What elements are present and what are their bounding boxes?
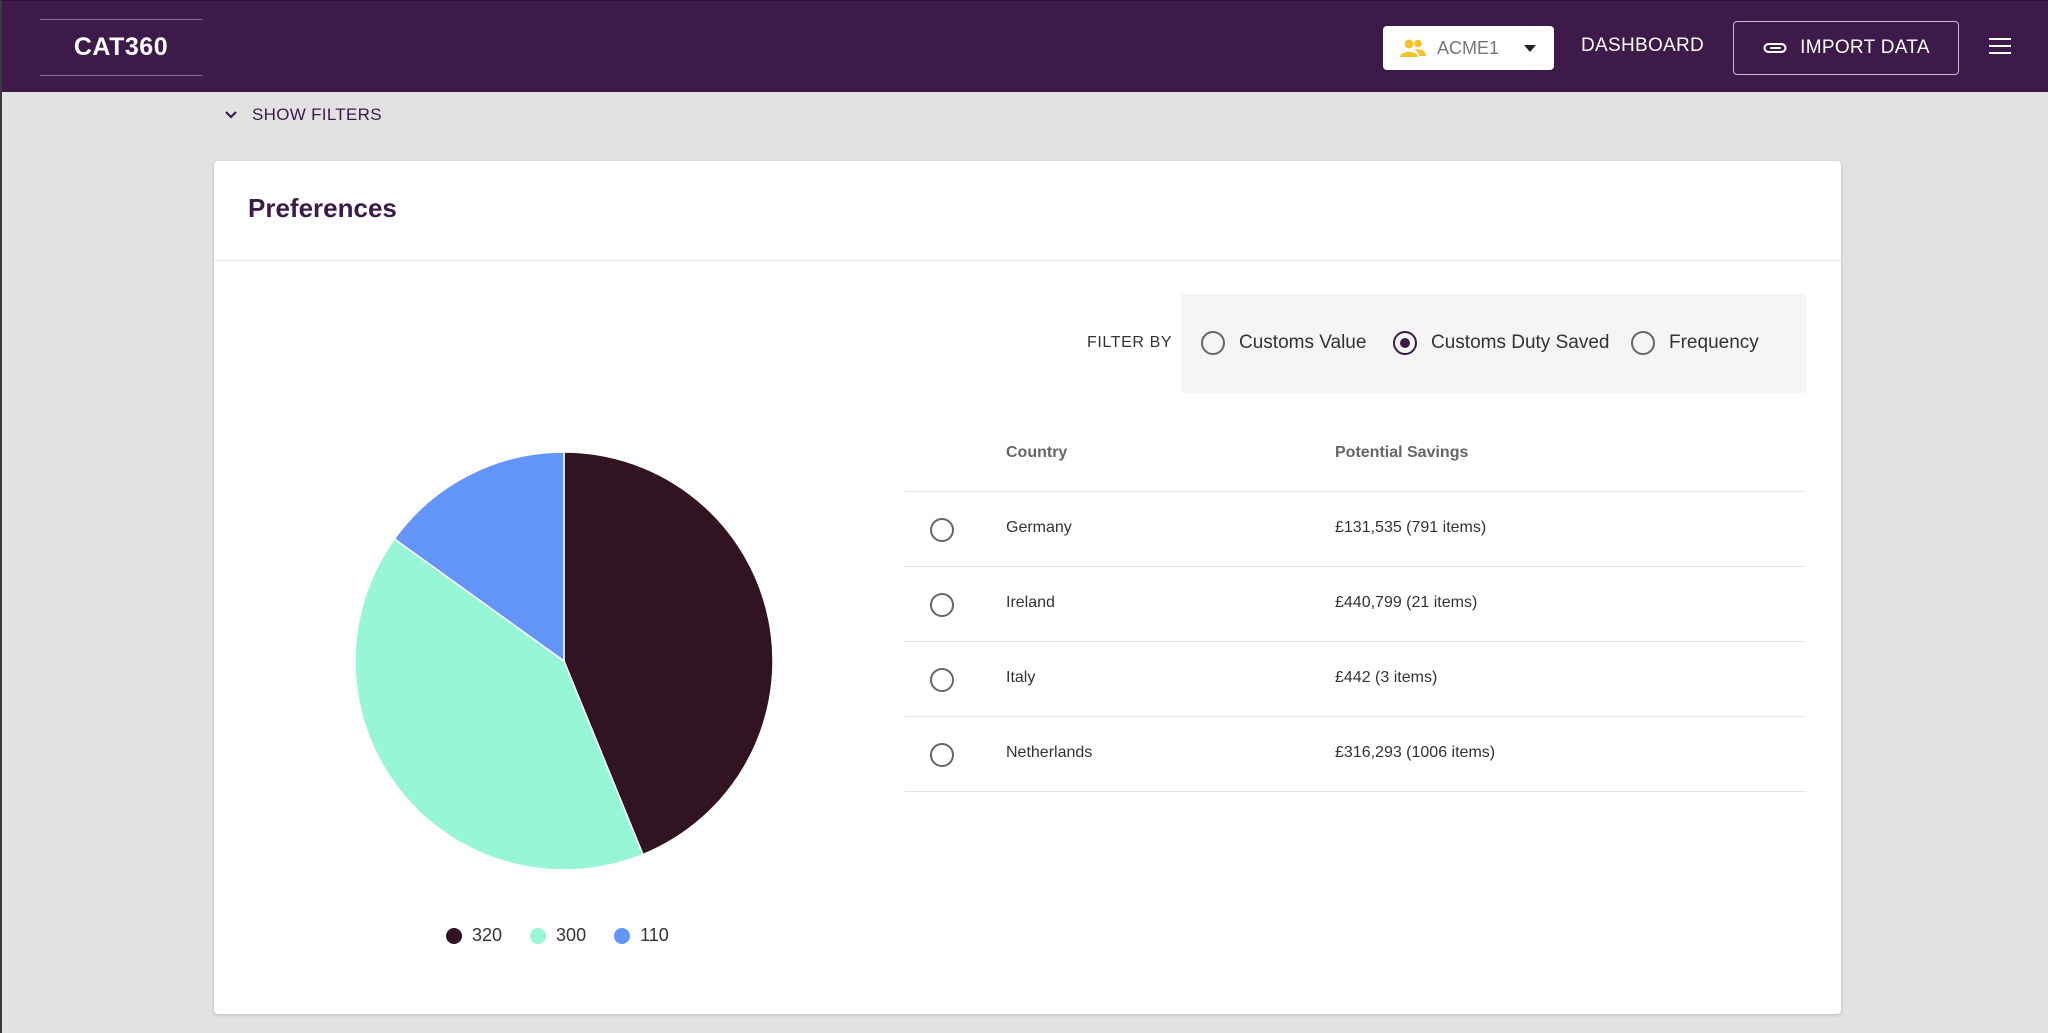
cell-country: Ireland <box>1006 594 1055 611</box>
pie-slice[interactable] <box>393 451 565 663</box>
cell-country: Netherlands <box>1006 744 1093 761</box>
radio-label: Customs Duty Saved <box>1431 332 1610 353</box>
chevron-down-icon <box>225 111 237 119</box>
cell-country: Germany <box>1006 519 1072 536</box>
import-data-label: IMPORT DATA <box>1800 37 1930 58</box>
cell-savings: £440,799 (21 items) <box>1335 594 1478 611</box>
filter-by-label: FILTER BY <box>1087 334 1173 351</box>
account-select[interactable]: ACME1 <box>1383 26 1554 70</box>
cell-country: Italy <box>1006 669 1036 686</box>
filter-options: Customs Value Customs Duty Saved Frequen… <box>1181 294 1806 393</box>
table-row[interactable]: Germany £131,535 (791 items) <box>905 492 1806 567</box>
radio-circle[interactable] <box>1201 331 1225 355</box>
chevron-down-icon <box>1524 45 1536 52</box>
legend-label: 300 <box>556 925 587 945</box>
radio-label: Frequency <box>1669 332 1759 353</box>
row-radio[interactable] <box>930 518 954 542</box>
app-logo[interactable]: CAT360 <box>40 19 202 76</box>
top-app-bar: CAT360 ACME1 DASHBOARD IMPORT DATA <box>2 0 2048 92</box>
show-filters-label: SHOW FILTERS <box>252 105 382 124</box>
card-divider <box>214 260 1841 261</box>
radio-circle[interactable] <box>1631 331 1655 355</box>
radio-customs-duty-saved[interactable]: Customs Duty Saved <box>1393 331 1609 355</box>
legend-item[interactable]: 300 <box>530 925 586 946</box>
column-header-country[interactable]: Country <box>1006 444 1068 461</box>
row-radio[interactable] <box>930 668 954 692</box>
legend-dot <box>614 927 631 944</box>
row-radio[interactable] <box>930 743 954 767</box>
legend-dot <box>446 927 462 944</box>
legend-label: 110 <box>640 925 669 945</box>
legend-item[interactable]: 110 <box>614 925 669 946</box>
legend-label: 320 <box>472 925 503 945</box>
account-label: ACME1 <box>1437 37 1500 58</box>
row-radio[interactable] <box>930 593 954 617</box>
show-filters-toggle[interactable]: SHOW FILTERS <box>224 102 382 128</box>
hamburger-menu-icon[interactable] <box>1989 38 2011 56</box>
cell-savings: £131,535 (791 items) <box>1335 519 1487 536</box>
radio-customs-value[interactable]: Customs Value <box>1201 331 1366 355</box>
cell-savings: £316,293 (1006 items) <box>1335 744 1496 761</box>
radio-circle[interactable] <box>1393 331 1417 355</box>
table-row[interactable]: Netherlands £316,293 (1006 items) <box>905 717 1806 792</box>
paperclip-icon <box>1763 43 1787 53</box>
table-row[interactable]: Ireland £440,799 (21 items) <box>905 567 1806 642</box>
radio-label: Customs Value <box>1239 332 1367 353</box>
legend-dot <box>530 927 547 944</box>
pie-svg <box>354 451 774 871</box>
cell-savings: £442 (3 items) <box>1335 669 1438 686</box>
pie-slice[interactable] <box>354 537 644 871</box>
table-header: Country Potential Savings <box>905 419 1806 492</box>
pie-chart <box>354 451 774 871</box>
column-header-potential-savings[interactable]: Potential Savings <box>1335 444 1469 461</box>
users-icon <box>1400 39 1426 57</box>
card-title: Preferences <box>248 193 397 223</box>
nav-dashboard[interactable]: DASHBOARD <box>1581 35 1705 56</box>
radio-frequency[interactable]: Frequency <box>1631 331 1759 355</box>
import-data-button[interactable]: IMPORT DATA <box>1733 21 1959 75</box>
savings-table: Country Potential Savings Germany £131,5… <box>905 419 1806 792</box>
preferences-card: Preferences 320 300 110 FILTER BY Custom… <box>214 161 1841 1014</box>
legend-item[interactable]: 320 <box>446 925 502 946</box>
table-row[interactable]: Italy £442 (3 items) <box>905 642 1806 717</box>
chart-legend: 320 300 110 <box>446 925 669 946</box>
pie-slice[interactable] <box>563 451 774 856</box>
